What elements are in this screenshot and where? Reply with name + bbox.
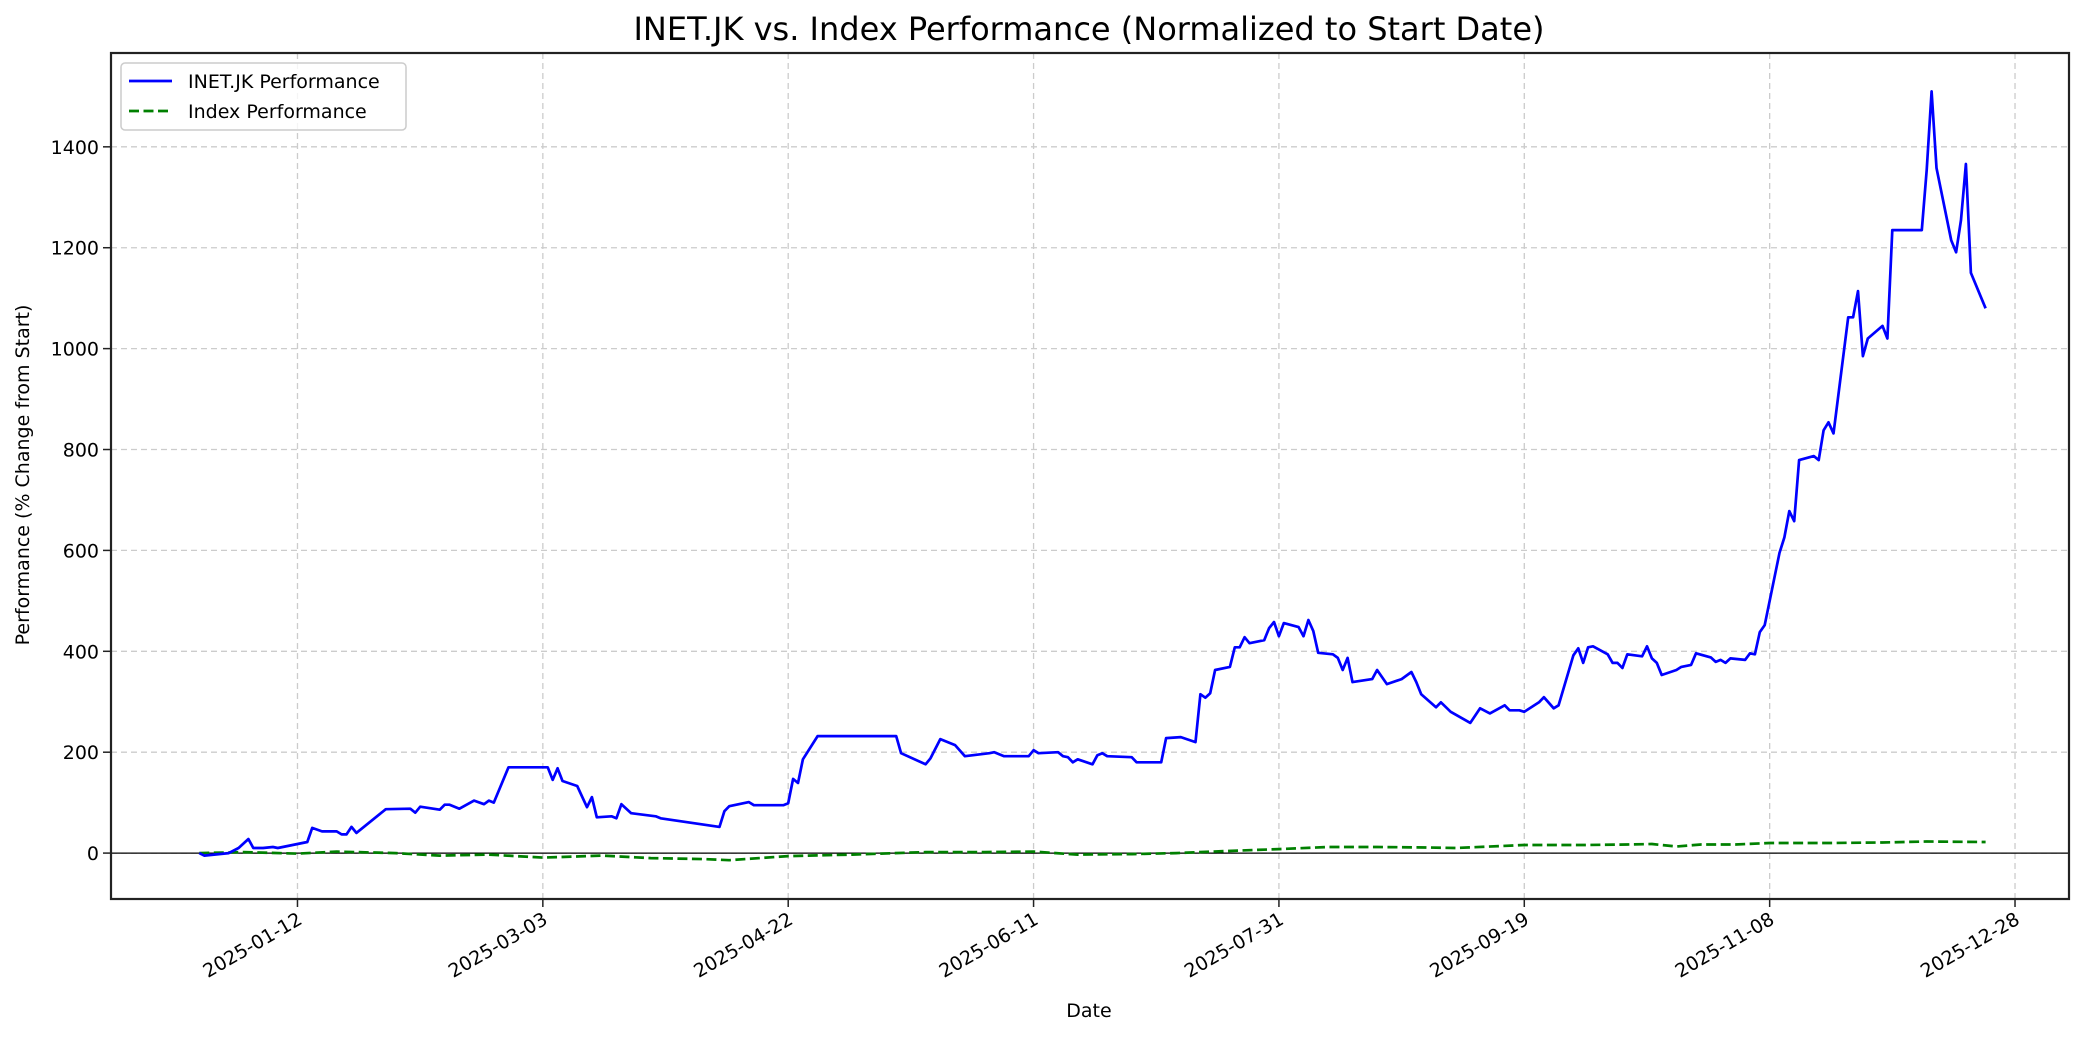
y-tick-label: 800 — [63, 440, 99, 462]
x-tick-label: 2025-01-12 — [199, 908, 306, 982]
y-tick-label: 200 — [63, 742, 99, 764]
x-tick-label: 2025-11-08 — [1672, 908, 1779, 982]
x-tick-label: 2025-06-11 — [935, 908, 1042, 982]
y-tick-label: 1200 — [51, 238, 99, 260]
x-tick-label: 2025-12-28 — [1917, 908, 2024, 982]
axes-frame — [109, 51, 2071, 901]
legend-label-index: Index Performance — [188, 101, 367, 123]
x-axis-ticks: 2025-01-12 2025-03-03 2025-04-22 2025-06-11… — [199, 899, 2024, 983]
grid-lines — [111, 53, 2069, 899]
chart-title: INET.JK vs. Index Performance (Normalize… — [633, 10, 1544, 48]
x-tick-label: 2025-07-31 — [1181, 908, 1288, 982]
y-tick-label: 400 — [63, 641, 99, 663]
legend: INET.JK Performance Index Performance — [120, 62, 407, 131]
index-performance-line — [199, 840, 1986, 862]
legend-box — [120, 62, 407, 131]
x-tick-label: 2025-03-03 — [445, 908, 552, 982]
y-tick-label: 1400 — [51, 137, 99, 159]
y-tick-label: 0 — [87, 843, 99, 865]
series-layer — [198, 89, 1987, 862]
legend-label-inet: INET.JK Performance — [188, 71, 380, 93]
y-tick-label: 1000 — [51, 339, 99, 361]
x-tick-label: 2025-04-22 — [690, 908, 797, 982]
x-tick-label: 2025-09-19 — [1426, 908, 1533, 982]
x-axis-label: Date — [1066, 1000, 1111, 1022]
inet-performance-line — [198, 89, 1987, 857]
y-tick-label: 600 — [63, 540, 99, 562]
y-axis-ticks: 0 200 400 600 800 1000 1200 1400 — [51, 137, 111, 865]
y-axis-label: Performance (% Change from Start) — [12, 305, 34, 646]
